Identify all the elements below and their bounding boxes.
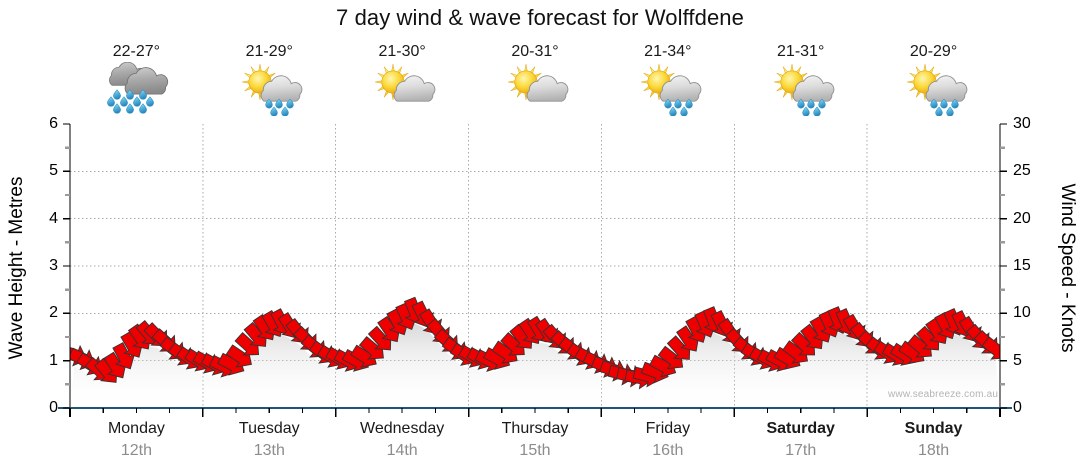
day-date: 14th xyxy=(386,442,418,459)
weather-icon-slot xyxy=(203,62,336,118)
right-tick-label: 10 xyxy=(1013,304,1031,322)
right-tick-label: 0 xyxy=(1013,399,1022,416)
right-tick-label: 20 xyxy=(1013,209,1031,227)
day-date: 12th xyxy=(120,442,152,459)
left-tick-label: 0 xyxy=(49,399,58,416)
temperature-range: 21-29° xyxy=(245,43,293,60)
temperature-range: 21-31° xyxy=(777,43,825,60)
raindrop-icon xyxy=(265,98,294,116)
wind-wave-plot xyxy=(70,124,1000,408)
wind-direction-arrow xyxy=(981,336,1000,360)
weather-icon-slot xyxy=(867,62,1000,118)
weather-icon-slot xyxy=(70,62,203,118)
raindrop-icon xyxy=(107,89,155,114)
wind-arrow-layer xyxy=(70,296,1000,390)
day-footer-saturday: Saturday 17th xyxy=(734,418,867,462)
day-name: Tuesday xyxy=(238,420,300,437)
temperature-range: 22-27° xyxy=(112,43,161,60)
day-footer-monday: Monday 12th xyxy=(70,418,203,462)
left-tick-label: 4 xyxy=(49,209,58,227)
day-name: Saturday xyxy=(766,420,835,437)
cloud-icon xyxy=(792,75,835,102)
day-header-saturday: 21-31° xyxy=(734,42,867,118)
day-date: 13th xyxy=(253,442,285,459)
raindrop-icon xyxy=(664,98,693,116)
rain-heavy-icon xyxy=(107,62,169,114)
day-header-monday: 22-27° xyxy=(70,42,203,118)
day-name: Thursday xyxy=(501,420,569,437)
left-tick-label: 1 xyxy=(49,351,58,369)
cloud-icon xyxy=(260,75,303,102)
temperature-range: 20-31° xyxy=(511,43,559,60)
left-tick-label: 2 xyxy=(49,304,58,322)
weather-icon-slot xyxy=(601,62,734,118)
day-header-friday: 21-34° xyxy=(601,42,734,118)
cloud-icon xyxy=(526,75,569,102)
weather-icon-slot xyxy=(734,62,867,118)
weather-icon-slot xyxy=(469,62,602,118)
watermark: www.seabreeze.com.au xyxy=(888,389,999,400)
wind-direction-arrow xyxy=(112,342,136,370)
day-date: 17th xyxy=(785,442,817,459)
temperature-range: 21-34° xyxy=(644,43,692,60)
temperature-range: 20-29° xyxy=(909,43,958,60)
weather-icon-slot xyxy=(336,62,469,118)
right-axis-title: Wind Speed - Knots xyxy=(1057,183,1078,353)
day-date: 15th xyxy=(519,442,551,459)
day-footer-thursday: Thursday 15th xyxy=(469,418,602,462)
day-name: Friday xyxy=(645,420,691,437)
day-header-thursday: 20-31° xyxy=(469,42,602,118)
sun-cloud-rain-icon xyxy=(773,63,835,116)
sun-cloud-rain-icon xyxy=(640,63,702,116)
right-tick-label: 5 xyxy=(1013,351,1022,369)
sun-cloud-rain-icon xyxy=(242,63,303,116)
cloud-icon xyxy=(925,75,967,102)
right-tick-label: 30 xyxy=(1013,115,1031,132)
sun-cloud-rain-icon xyxy=(906,63,967,116)
day-header-wednesday: 21-30° xyxy=(336,42,469,118)
day-name: Monday xyxy=(107,420,165,437)
day-footer-sunday: Sunday 18th xyxy=(867,418,1000,462)
raindrop-icon xyxy=(797,98,826,116)
wave-shadow-layer xyxy=(70,323,1000,408)
day-header-tuesday: 21-29° xyxy=(203,42,336,118)
cloud-icon xyxy=(393,75,436,102)
sun-cloud-icon xyxy=(507,63,569,102)
cloud-icon xyxy=(659,75,702,102)
left-tick-label: 6 xyxy=(49,115,58,132)
day-name: Wednesday xyxy=(360,420,445,437)
day-date: 16th xyxy=(652,442,684,459)
day-header-sunday: 20-29° xyxy=(867,42,1000,118)
day-date: 18th xyxy=(917,442,950,459)
sun-cloud-icon xyxy=(375,63,436,102)
day-name: Sunday xyxy=(904,420,963,437)
day-footer-wednesday: Wednesday 14th xyxy=(336,418,469,462)
right-tick-label: 25 xyxy=(1013,162,1031,180)
plot-area xyxy=(70,124,1000,408)
right-tick-label: 15 xyxy=(1013,257,1031,274)
left-tick-label: 5 xyxy=(49,162,58,180)
day-footer-tuesday: Tuesday 13th xyxy=(203,418,336,462)
cloud-icon xyxy=(125,67,169,95)
page-title: 7 day wind & wave forecast for Wolffdene xyxy=(336,5,744,30)
temperature-range: 21-30° xyxy=(378,43,426,60)
left-tick-label: 3 xyxy=(49,257,58,274)
raindrop-icon xyxy=(929,98,959,116)
sun-icon xyxy=(242,63,279,101)
day-footer-friday: Friday 16th xyxy=(601,418,734,462)
